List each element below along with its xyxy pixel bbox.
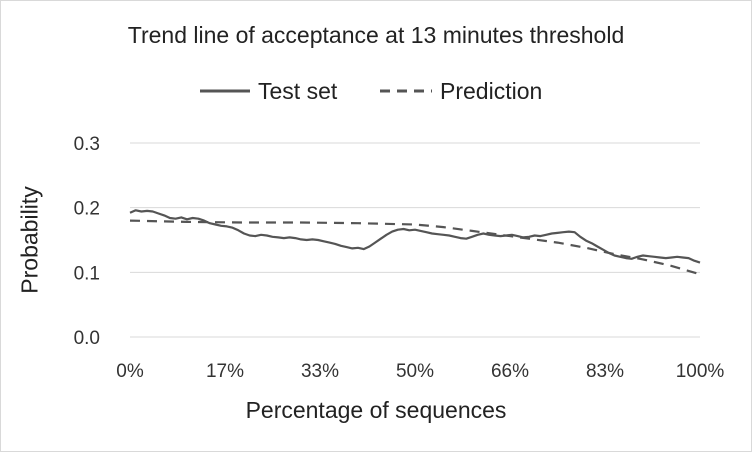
legend-item-test-set: Test set (200, 76, 337, 106)
legend-label-prediction: Prediction (440, 77, 543, 104)
x-axis-label: Percentage of sequences (245, 397, 507, 423)
y-tick-label: 0.1 (74, 263, 100, 284)
y-tick-label: 0.2 (74, 199, 100, 220)
y-axis-label: Probability (16, 186, 43, 294)
chart-title: Trend line of acceptance at 13 minutes t… (127, 22, 625, 48)
legend-swatch-dashed (380, 89, 432, 93)
x-tick-label: 33% (301, 361, 339, 382)
series-line-test-set (129, 209, 701, 264)
x-tick-label: 100% (676, 361, 725, 382)
legend: Test set Prediction (0, 76, 752, 106)
x-tick-label: 50% (396, 361, 434, 382)
series-line-prediction (129, 219, 701, 276)
x-tick-label: 83% (586, 361, 624, 382)
y-tick-label: 0.0 (74, 328, 100, 349)
x-tick-label: 0% (116, 361, 144, 382)
legend-label-test-set: Test set (258, 77, 338, 104)
x-tick-label: 17% (206, 361, 244, 382)
legend-item-prediction: Prediction (380, 76, 542, 106)
legend-swatch-solid (200, 89, 250, 93)
y-tick-label: 0.3 (74, 134, 100, 155)
x-tick-label: 66% (491, 361, 529, 382)
